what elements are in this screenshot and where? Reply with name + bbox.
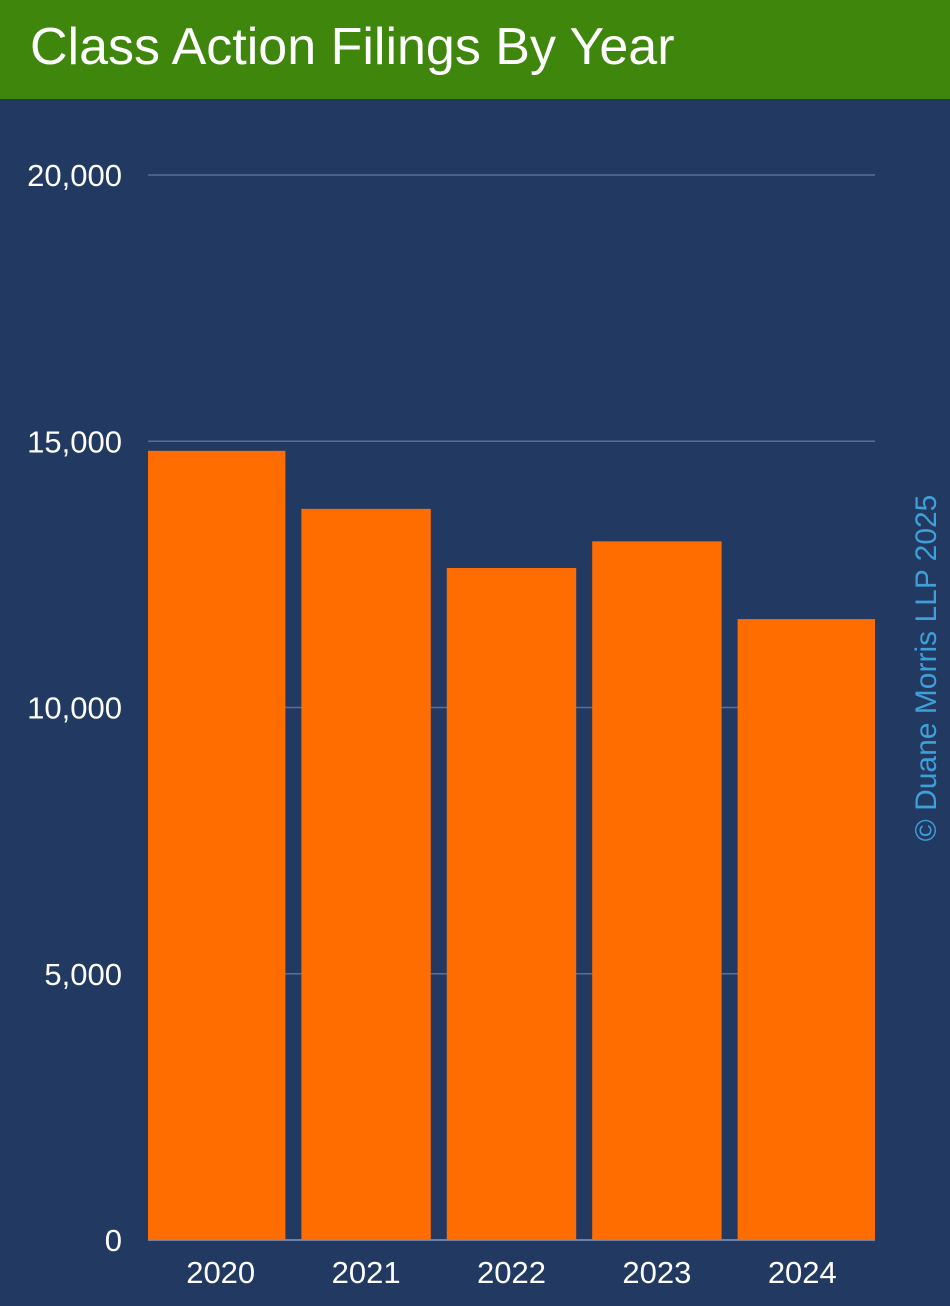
bar-2021 — [301, 508, 431, 1240]
bar-2024 — [737, 619, 875, 1240]
bar-2022 — [446, 567, 577, 1240]
y-axis-ticks: 0 5,000 10,000 15,000 20,000 — [27, 158, 122, 1258]
bar-2020 — [148, 450, 286, 1241]
y-tick-label: 20,000 — [27, 158, 122, 193]
y-tick-label: 5,000 — [44, 957, 122, 992]
x-tick-label: 2024 — [768, 1255, 837, 1290]
y-tick-label: 15,000 — [27, 424, 122, 459]
x-axis-ticks: 2020 2021 2022 2023 2024 — [186, 1255, 837, 1290]
bar-2023 — [592, 541, 722, 1240]
bars — [148, 450, 875, 1241]
copyright-watermark: © Duane Morris LLP 2025 — [910, 495, 943, 842]
y-tick-label: 0 — [105, 1223, 122, 1258]
x-tick-label: 2023 — [622, 1255, 691, 1290]
x-tick-label: 2022 — [477, 1255, 546, 1290]
x-tick-label: 2020 — [186, 1255, 255, 1290]
x-tick-label: 2021 — [332, 1255, 401, 1290]
title-bar: Class Action Filings By Year — [0, 0, 950, 99]
chart-title: Class Action Filings By Year — [30, 18, 675, 76]
y-tick-label: 10,000 — [27, 691, 122, 726]
